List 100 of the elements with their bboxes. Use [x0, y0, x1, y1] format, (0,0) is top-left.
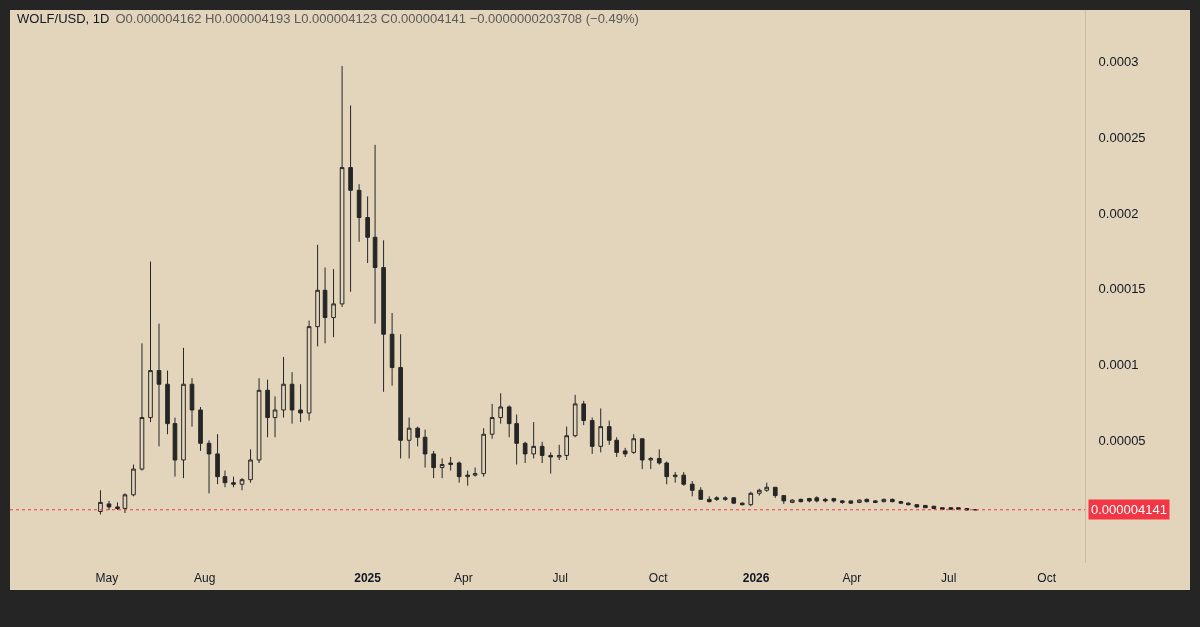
candlestick — [748, 491, 754, 507]
candlestick — [172, 417, 178, 478]
y-tick-label: 0.00015 — [1098, 281, 1146, 297]
candlestick — [831, 497, 837, 503]
x-tick-label: May — [95, 571, 119, 585]
candlestick — [664, 460, 670, 485]
candlestick — [822, 497, 828, 503]
candlestick — [439, 457, 445, 479]
candlestick — [398, 333, 403, 459]
x-tick-label: Apr — [454, 571, 473, 585]
candlestick — [222, 470, 228, 488]
candlestick — [356, 183, 362, 243]
candlestick — [422, 429, 428, 469]
candlestick — [722, 495, 728, 502]
candlestick — [706, 495, 712, 503]
candlestick — [465, 470, 470, 487]
candlestick — [215, 433, 220, 485]
candlestick — [656, 448, 662, 466]
candlestick — [731, 496, 737, 505]
candlestick — [431, 450, 436, 479]
candlestick — [156, 323, 162, 447]
candlestick — [289, 371, 295, 425]
candlestick — [714, 495, 720, 502]
y-tick-label: 0.0003 — [1098, 54, 1139, 70]
candlestick — [415, 426, 420, 447]
candlestick — [764, 482, 770, 493]
candlestick — [365, 195, 370, 264]
candlestick — [514, 414, 519, 466]
candlestick — [873, 499, 878, 504]
candlestick — [923, 504, 928, 509]
candlestick — [556, 444, 562, 461]
candlestick — [781, 495, 787, 505]
candlestick — [522, 441, 528, 464]
x-tick-label: Apr — [842, 571, 862, 585]
candlestick — [481, 427, 486, 478]
candlestick — [315, 244, 320, 347]
y-tick-label: 0.0002 — [1098, 205, 1139, 221]
candlestick — [948, 507, 954, 511]
candlestick — [115, 501, 120, 511]
candlestick — [248, 448, 253, 484]
candlestick — [198, 406, 203, 452]
candlestick — [165, 370, 170, 435]
x-tick-label: Aug — [194, 571, 216, 585]
candlestick — [672, 471, 678, 484]
candlestick — [964, 507, 970, 512]
candlestick — [898, 500, 904, 505]
candlestick — [814, 495, 820, 503]
candlestick — [606, 420, 612, 446]
ref-line-label: 0.000004141 — [1091, 502, 1167, 517]
candlestick — [631, 433, 637, 455]
candlestick — [272, 395, 278, 438]
candlestick — [931, 505, 937, 510]
candlestick — [548, 451, 554, 475]
x-tick-label: Oct — [1037, 571, 1057, 585]
candlestick — [339, 65, 345, 308]
candlestick — [98, 489, 103, 516]
x-tick-label: 2026 — [742, 571, 770, 585]
candlestick — [281, 356, 286, 419]
candlestick — [389, 312, 395, 387]
candlestick — [589, 417, 595, 455]
candlestick — [139, 342, 145, 472]
candlestick — [857, 498, 862, 504]
candlestick — [914, 504, 920, 509]
candlestick — [322, 267, 328, 344]
candlestick — [572, 394, 578, 438]
candlestick — [956, 507, 961, 511]
x-tick-label: Jul — [941, 571, 957, 585]
candlestick — [840, 499, 845, 505]
candlestick — [456, 460, 462, 484]
candlestick — [231, 476, 236, 488]
candlestick — [181, 347, 186, 479]
candlestick — [789, 498, 795, 504]
candlestick — [239, 477, 245, 491]
candlestick — [622, 447, 628, 458]
candlestick — [148, 261, 153, 423]
x-tick-label: 2025 — [354, 571, 382, 585]
candlestick — [372, 144, 378, 325]
candlestick — [122, 492, 128, 514]
candlestick — [531, 421, 536, 459]
candlestick — [698, 486, 704, 500]
y-tick-label: 0.00005 — [1098, 432, 1146, 448]
candlestick — [756, 488, 762, 497]
candlestick — [298, 383, 303, 423]
chart-title: WOLF/USD, 1D — [17, 11, 110, 26]
candlestick — [256, 377, 262, 464]
candlestick — [614, 436, 620, 458]
y-tick-label: 0.0001 — [1098, 357, 1139, 373]
candlestick — [648, 456, 654, 470]
candlestick — [406, 417, 412, 459]
candlestick — [539, 441, 545, 464]
candlestick — [506, 404, 512, 438]
candlestick — [681, 471, 687, 487]
y-tick-label: 0.00025 — [1098, 129, 1146, 145]
candlestick — [489, 403, 495, 440]
candlestick — [106, 500, 112, 511]
candlestick — [639, 438, 645, 470]
candlestick — [689, 480, 695, 497]
candlestick — [848, 500, 854, 505]
x-tick-label: Oct — [648, 571, 669, 585]
candlestick — [581, 400, 587, 426]
